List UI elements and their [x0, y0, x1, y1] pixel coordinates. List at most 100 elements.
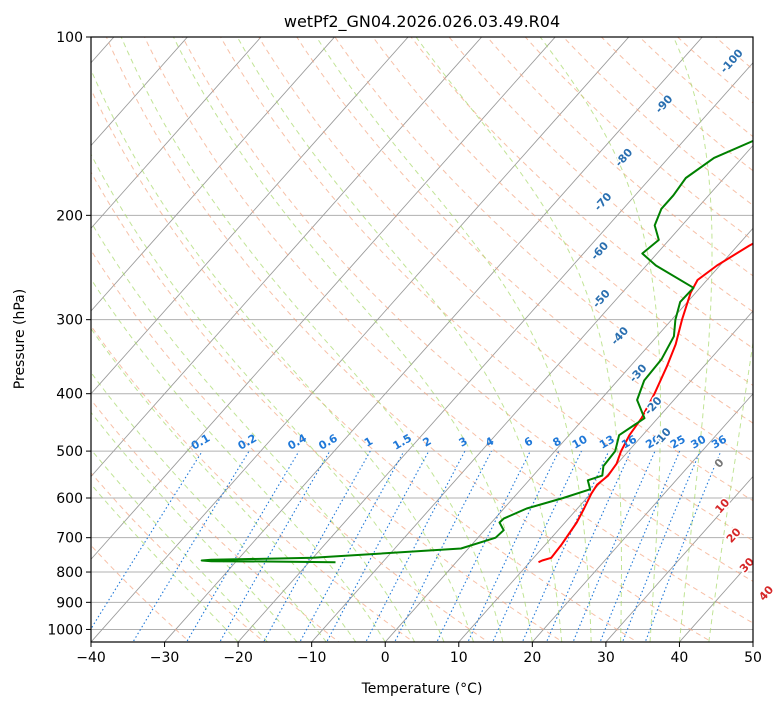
background-lines: [91, 24, 775, 645]
dry-adiabat-line: [220, 37, 753, 542]
dry-adiabat-line: [334, 37, 753, 424]
mixing-ratio-line: [394, 450, 492, 642]
x-tick-label: −40: [76, 650, 106, 666]
mixing-ratio-line: [572, 450, 656, 642]
dry-adiabat-line: [562, 37, 753, 206]
chart-title: wetPf2_GN04.2026.026.03.49.R04: [284, 12, 560, 32]
mixing-ratio-line: [262, 450, 371, 642]
x-tick-label: 40: [671, 650, 689, 666]
mixing-ratio-line: [521, 450, 610, 642]
moist-adiabat-line: [91, 327, 357, 642]
mixing-ratio-line: [326, 450, 430, 642]
moist-adiabat-line: [91, 411, 298, 642]
x-tick-label: 0: [381, 650, 390, 666]
y-tick-label: 1000: [47, 622, 83, 638]
mixing-ratio-label: 1.5: [391, 432, 414, 453]
mixing-ratio-line: [219, 450, 331, 642]
dry-adiabat-line: [143, 37, 753, 624]
mixing-ratio-line: [644, 450, 722, 642]
moist-adiabat-line: [539, 37, 661, 642]
mixing-ratio-label: 0.6: [316, 431, 340, 452]
isotherm-line: [237, 62, 753, 642]
dry-adiabat-line: [372, 37, 753, 387]
mixing-ratio-label: 10: [570, 432, 590, 451]
dry-adiabat-line: [105, 37, 713, 642]
moist-adiabat-line: [91, 68, 474, 642]
isotherm-line: [91, 37, 556, 560]
moist-adiabat-label: 40: [756, 583, 775, 603]
y-tick-label: 300: [56, 313, 83, 329]
dry-adiabat-line: [524, 37, 753, 241]
moist-adiabat-line: [91, 278, 386, 642]
moist-adiabat-line: [173, 37, 533, 642]
y-axis: 100 200 300 400 500 600 700 800 900 1000: [47, 30, 91, 638]
y-tick-label: 700: [56, 531, 83, 547]
dry-adiabat-label: -100: [718, 46, 746, 75]
moist-adiabat-line: [415, 37, 622, 642]
mixing-ratio-line: [299, 450, 405, 642]
mixing-ratio-label: 13: [597, 433, 617, 452]
dry-adiabat-line: [181, 37, 753, 582]
dry-adiabat-line: [258, 37, 753, 502]
dry-adiabat-line: [91, 88, 639, 642]
dry-adiabat-label: -90: [653, 92, 676, 116]
dry-adiabat-label: -40: [608, 324, 631, 348]
isotherm-line: [91, 37, 188, 147]
mixing-ratio-label: 0.2: [236, 432, 259, 453]
x-tick-label: −30: [150, 650, 180, 666]
x-tick-label: −10: [297, 650, 327, 666]
dry-adiabat-line: [739, 24, 775, 645]
moist-adiabat-line: [120, 37, 504, 642]
dry-adiabat-label: -80: [612, 146, 635, 170]
x-tick-label: 10: [450, 650, 468, 666]
dry-adiabat-line: [91, 398, 340, 642]
x-tick-label: 50: [744, 650, 762, 666]
mixing-ratio-label: 8: [550, 435, 563, 450]
dry-adiabat-line: [448, 37, 753, 313]
dry-adiabat-line: [91, 171, 564, 642]
mixing-ratio-line: [185, 450, 300, 642]
moist-adiabat-line: [91, 221, 416, 642]
moist-adiabat-line: [315, 37, 592, 642]
isotherm-line: [91, 37, 630, 642]
isotherm-line: [164, 37, 703, 642]
moist-adiabat-line: [91, 448, 268, 642]
x-axis-label: Temperature (°C): [361, 681, 483, 697]
mixing-ratio-line: [91, 450, 203, 630]
mixing-ratio-line: [365, 450, 466, 642]
dry-adiabat-line: [91, 472, 266, 642]
mixing-ratio-label: 3: [457, 435, 470, 450]
dewpoint-profile-line: [200, 139, 753, 564]
plot-frame: [90, 36, 754, 643]
mixing-ratio-line: [599, 450, 681, 642]
mixing-ratio-label: 30: [689, 432, 709, 451]
line-labels: 0.1 0.2 0.4 0.6 1 1.5 2 3 4 6 8 10 13 16 20 25 30 36-100-…: [189, 45, 775, 605]
moist-adiabat-line: [236, 37, 563, 642]
x-tick-label: −20: [223, 650, 253, 666]
dry-adiabat-label: -70: [592, 190, 615, 214]
isotherm-line: [605, 475, 753, 642]
moist-adiabat-line: [91, 153, 445, 642]
y-tick-label: 200: [56, 208, 83, 224]
mixing-ratio-label: 1: [362, 435, 375, 450]
y-tick-label: 800: [56, 565, 83, 581]
y-tick-label: 500: [56, 444, 83, 460]
y-axis-label: Pressure (hPa): [12, 289, 28, 389]
y-tick-label: 400: [56, 387, 83, 403]
mixing-ratio-label: 6: [522, 434, 535, 449]
grid-layer: [91, 37, 753, 642]
mixing-ratio-line: [467, 450, 560, 642]
isotherm-line: [311, 144, 753, 642]
isotherm-line: [91, 37, 335, 312]
x-tick-label: 30: [597, 650, 615, 666]
moist-adiabat-line: [91, 483, 239, 642]
isotherm-line: [752, 641, 753, 642]
x-axis: −40 −30 −20 −10 0 10 20 30 40 50: [76, 642, 762, 666]
moist-adiabat-line: [673, 37, 713, 642]
mixing-ratio-label: 0.4: [286, 431, 310, 452]
isotherm-line: [458, 310, 753, 642]
moist-adiabat-line: [91, 371, 327, 642]
isotherm-line: [531, 393, 753, 642]
dry-adiabat-line: [714, 37, 753, 71]
